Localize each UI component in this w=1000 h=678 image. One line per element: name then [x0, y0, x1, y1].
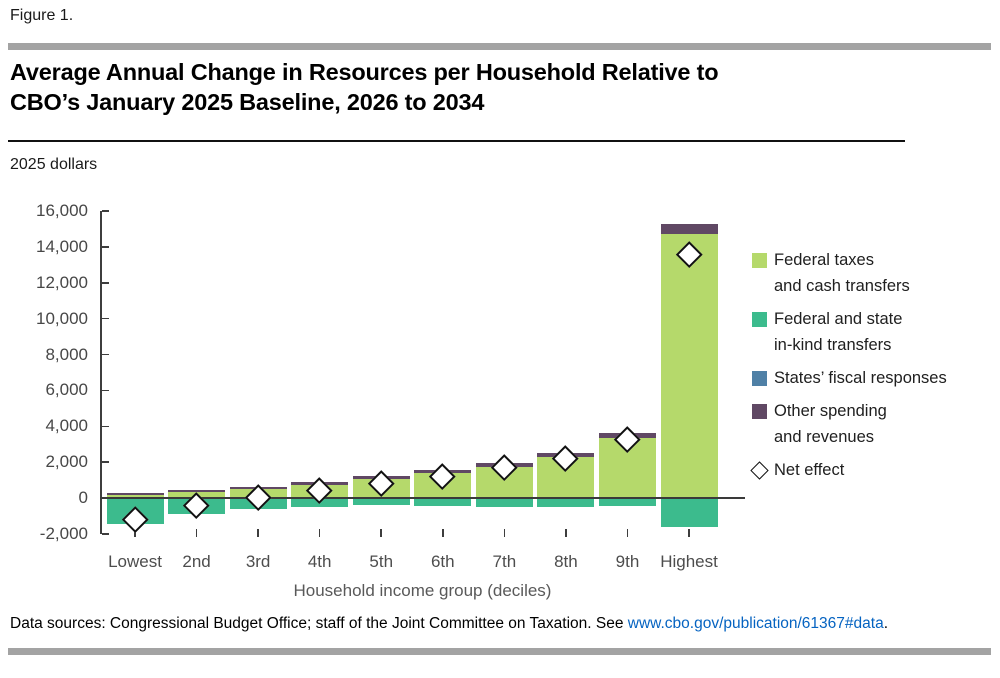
- bar-segment-purple: [660, 224, 718, 235]
- x-axis-category-label: Lowest: [108, 552, 162, 571]
- x-axis-category-label: 6th: [430, 552, 455, 571]
- y-axis-tick: [102, 389, 109, 392]
- legend-item: Other spending and revenues: [752, 398, 998, 450]
- x-axis-category-label: 8th: [554, 552, 578, 571]
- y-axis-tick: [102, 282, 109, 284]
- bar-segment-teal: [598, 498, 656, 506]
- bar-segment-teal: [414, 498, 472, 506]
- zero-baseline: [100, 497, 745, 499]
- x-axis-category-label: 2nd: [182, 552, 211, 571]
- legend-item-label: Federal taxes: [774, 251, 874, 269]
- x-axis-tick: [380, 529, 382, 537]
- x-axis-tick: [318, 529, 321, 537]
- legend-item: Federal taxes and cash transfers: [752, 247, 998, 299]
- bar-segment-green: [660, 234, 718, 499]
- bar-segment-purple: [106, 493, 164, 496]
- chart-title-line2: CBO’s January 2025 Baseline, 2026 to 203…: [10, 89, 485, 115]
- bar-segment-green: [106, 495, 164, 499]
- green-swatch-icon: [752, 252, 767, 268]
- x-axis-category-label: 4th: [307, 552, 332, 571]
- x-axis-category-label: 5th: [369, 552, 394, 571]
- x-axis-tick: [565, 529, 567, 537]
- purple-swatch-icon: [752, 403, 767, 419]
- y-axis-tick-label: 12,000: [36, 272, 88, 292]
- legend-item: Net effect: [750, 457, 998, 483]
- legend-item: Federal and state in-kind transfers: [752, 306, 998, 358]
- x-axis-title: Household income group (deciles): [293, 581, 552, 600]
- y-axis-tick: [102, 461, 109, 463]
- y-axis-tick: [102, 353, 109, 356]
- data-source-link[interactable]: www.cbo.gov/publication/61367#data: [627, 615, 884, 632]
- teal-swatch-icon: [752, 311, 767, 327]
- y-axis-tick-label: 10,000: [36, 308, 88, 328]
- y-axis-tick-label: 0: [78, 488, 88, 508]
- bar-segment-purple: [168, 489, 226, 493]
- y-axis-tick: [102, 533, 109, 535]
- x-axis-tick: [688, 529, 690, 537]
- x-axis-category-label: 3rd: [245, 552, 271, 571]
- y-axis-tick: [102, 246, 109, 248]
- y-axis-tick-label: 2,000: [45, 452, 88, 472]
- title-underline-rule: [8, 140, 905, 142]
- y-axis-tick-label: 8,000: [45, 344, 88, 364]
- bar-segment-teal: [660, 498, 718, 527]
- legend-item: States’ fiscal responses: [752, 365, 998, 391]
- legend-item-label: Federal and state: [774, 310, 903, 328]
- x-axis-category-label: 9th: [615, 552, 640, 571]
- blue-swatch-icon: [752, 370, 767, 386]
- y-axis-tick-label: -2,000: [39, 524, 88, 543]
- data-sources-text: Data sources: Congressional Budget Offic…: [10, 615, 628, 632]
- bar-segment-teal: [352, 498, 410, 505]
- top-divider-bar: [8, 43, 991, 50]
- x-axis-tick: [503, 529, 506, 537]
- y-axis-tick-label: 4,000: [45, 416, 88, 436]
- legend-item-label: Net effect: [774, 461, 845, 479]
- y-axis-tick: [102, 210, 109, 212]
- data-sources-note: Data sources: Congressional Budget Offic…: [10, 615, 888, 633]
- data-sources-period: .: [883, 615, 889, 632]
- legend: Federal taxes and cash transfers Federal a…: [750, 247, 998, 490]
- legend-item-label: and revenues: [774, 428, 874, 446]
- x-axis-category-label: 7th: [492, 552, 517, 571]
- chart-title: Average Annual Change in Resources per H…: [10, 57, 930, 117]
- bottom-divider-bar: [8, 648, 991, 655]
- figure-number-label: Figure 1.: [10, 7, 74, 24]
- legend-item-label: and cash transfers: [774, 277, 910, 295]
- net-effect-legend-icon: [750, 461, 769, 480]
- legend-item-label: in-kind transfers: [774, 336, 892, 354]
- plot-area: [100, 211, 745, 537]
- bar-segment-teal: [537, 498, 595, 508]
- x-axis-category-label: Highest: [660, 552, 718, 571]
- x-axis-tick: [195, 529, 198, 537]
- y-axis-spine: [100, 211, 102, 534]
- bar-segment-teal: [475, 498, 533, 507]
- y-axis-tick-label: 6,000: [45, 380, 88, 400]
- x-axis-tick: [257, 529, 259, 537]
- y-axis-tick-label: 14,000: [36, 236, 88, 256]
- x-axis-tick: [626, 529, 629, 537]
- y-axis-units-label: 2025 dollars: [10, 156, 98, 173]
- y-axis-tick-label: 16,000: [36, 201, 88, 220]
- chart-title-line1: Average Annual Change in Resources per H…: [10, 59, 719, 85]
- y-axis-tick: [102, 317, 109, 320]
- x-axis-tick: [442, 529, 444, 537]
- x-axis-tick: [134, 529, 136, 537]
- legend-item-label: States’ fiscal responses: [774, 369, 947, 387]
- legend-item-label: Other spending: [774, 402, 887, 420]
- y-axis-tick: [102, 425, 109, 428]
